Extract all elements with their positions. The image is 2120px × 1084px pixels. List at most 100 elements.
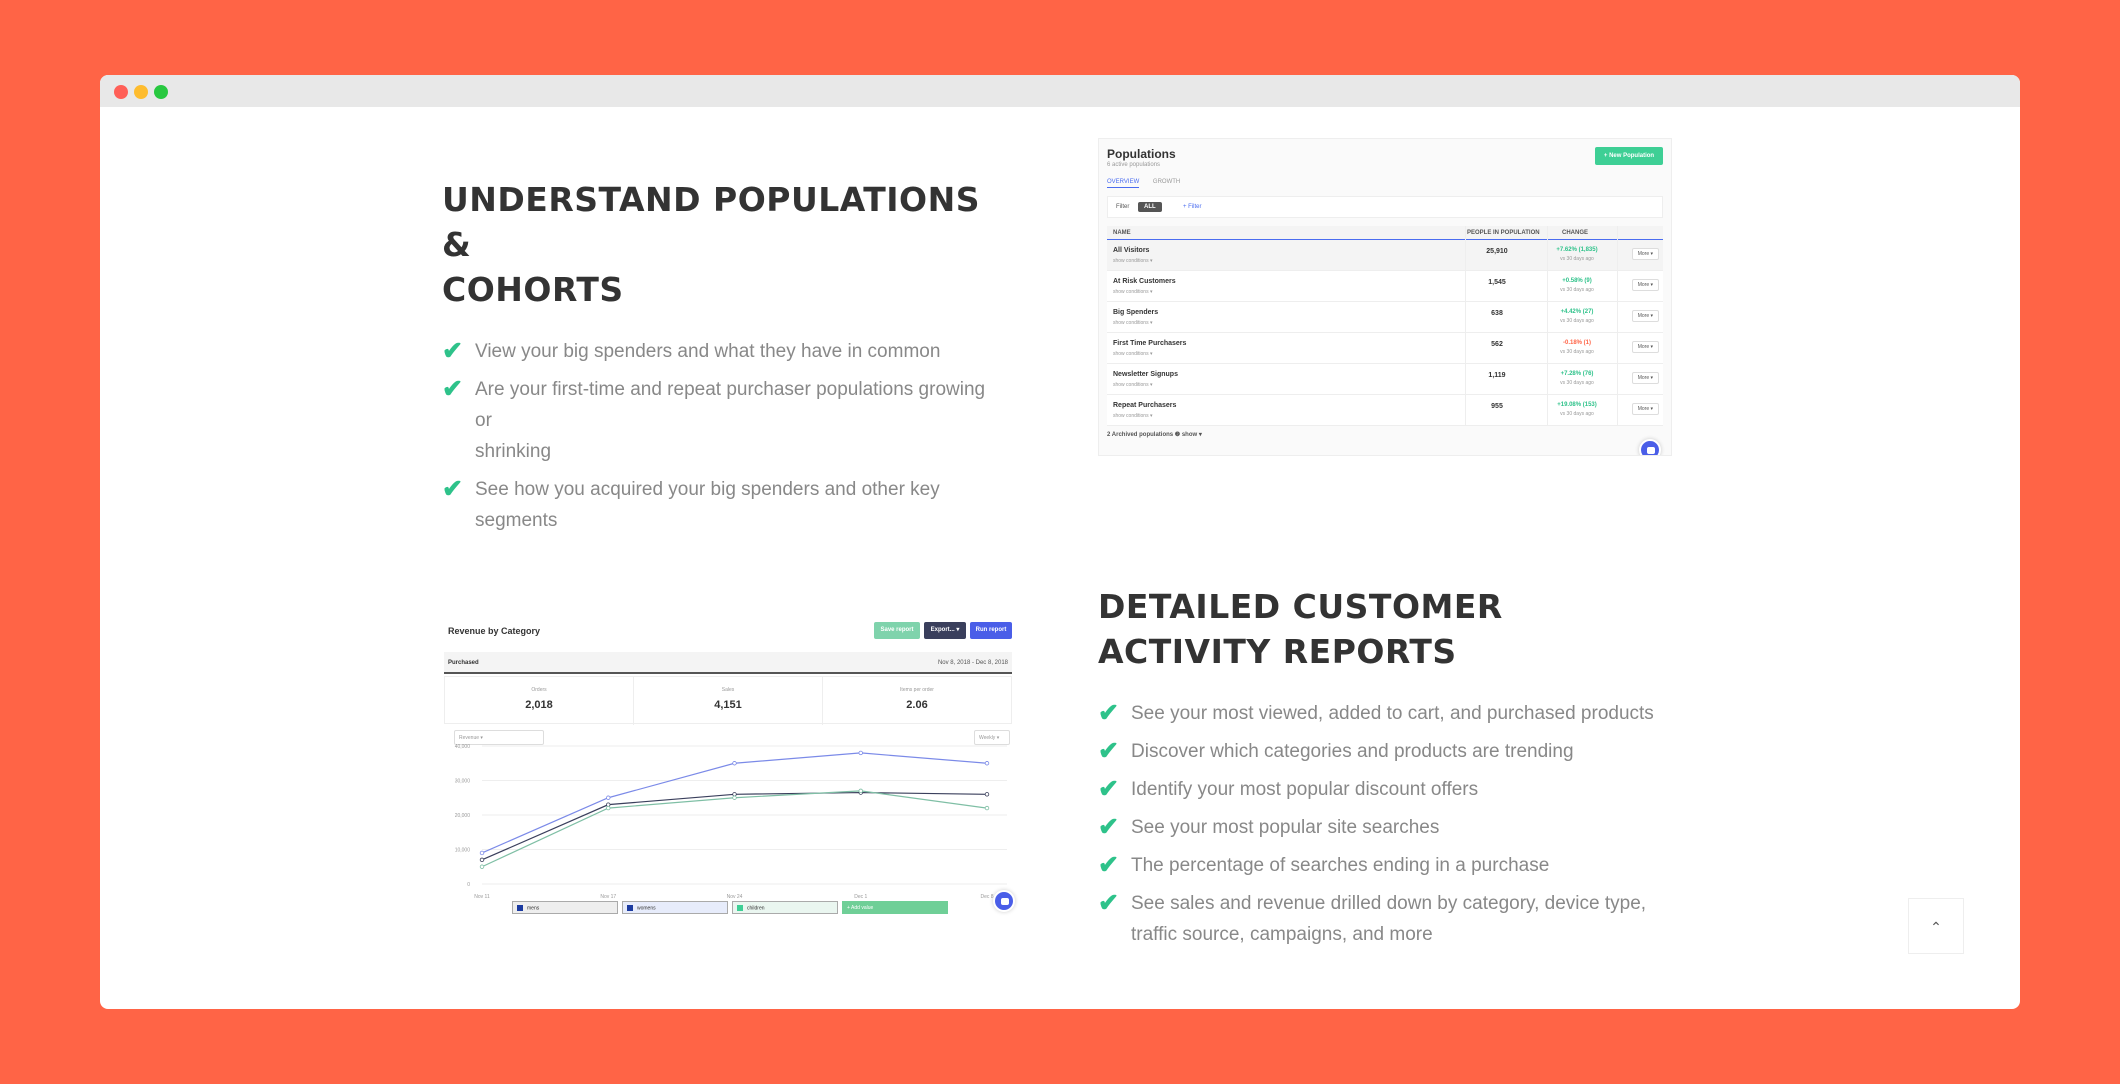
population-change: +0.58% (9)	[1562, 278, 1592, 284]
stat-label: Sales	[721, 687, 735, 693]
revenue-screenshot: Revenue by Category Save report Export..…	[442, 616, 1119, 916]
show-conditions-toggle[interactable]: show conditions ▾	[1113, 382, 1153, 388]
data-point-womens[interactable]	[858, 750, 863, 756]
x-tick-label: Nov 17	[600, 894, 616, 900]
population-count: 1,545	[1488, 279, 1506, 286]
heading-line: DETAILED CUSTOMER	[1098, 587, 1503, 626]
tab-overview[interactable]: OVERVIEW	[1107, 179, 1140, 188]
population-name[interactable]: At Risk Customers	[1113, 278, 1176, 285]
legend-label: children	[747, 905, 765, 912]
population-change: -0.18% (1)	[1562, 340, 1591, 346]
check-icon: ✔	[442, 337, 463, 365]
data-point-children[interactable]	[858, 788, 863, 794]
show-conditions-toggle[interactable]: show conditions ▾	[1113, 351, 1153, 357]
chat-icon[interactable]	[1639, 439, 1661, 455]
checkbox-icon	[627, 905, 633, 911]
table-row[interactable]: At Risk Customers show conditions ▾ 1,545 +…	[1107, 271, 1663, 302]
feature-item: ✔ The percentage of searches ending in a …	[1098, 850, 1718, 881]
new-population-button[interactable]: + New Population	[1595, 147, 1663, 165]
population-name[interactable]: First Time Purchasers	[1113, 340, 1187, 347]
close-window-button[interactable]	[114, 85, 128, 99]
export-button[interactable]: Export... ▾	[924, 622, 966, 639]
revenue-line-chart: 40,000 30,000 20,000 10,000 0 Nov 11 Nov 17 Nov…	[455, 744, 1007, 900]
feature-text: See your most viewed, added to cart, and…	[1131, 703, 1654, 724]
y-tick-label: 40,000	[455, 744, 471, 750]
interval-dropdown[interactable]: Weekly ▾	[974, 730, 1010, 745]
chat-icon[interactable]	[993, 890, 1015, 912]
legend-children[interactable]: children	[732, 901, 838, 914]
data-point-children[interactable]	[479, 864, 485, 869]
more-dropdown-button[interactable]: More ▾	[1631, 310, 1659, 322]
data-point-mens[interactable]	[984, 792, 990, 797]
data-point-womens[interactable]	[606, 795, 611, 800]
legend-mens[interactable]: mens	[512, 901, 618, 914]
populations-title: Populations	[1107, 147, 1176, 161]
stat-value: 2,018	[525, 699, 553, 711]
population-name[interactable]: Newsletter Signups	[1113, 371, 1178, 378]
data-point-children[interactable]	[984, 805, 990, 811]
population-name[interactable]: Big Spenders	[1113, 309, 1159, 316]
data-point-womens[interactable]	[732, 761, 737, 766]
archived-populations-toggle[interactable]: 2 Archived populations ❷ show ▾	[1107, 432, 1202, 438]
data-point-womens[interactable]	[984, 761, 990, 766]
population-count: 955	[1491, 403, 1503, 410]
data-point-mens[interactable]	[479, 857, 485, 863]
population-count: 638	[1491, 310, 1503, 317]
checkbox-icon	[517, 905, 523, 911]
population-name[interactable]: Repeat Purchasers	[1113, 402, 1177, 409]
data-point-children[interactable]	[732, 795, 737, 800]
date-range[interactable]: Nov 8, 2018 - Dec 8, 2018	[937, 660, 1008, 666]
table-row[interactable]: Repeat Purchasers show conditions ▾ 955 +19…	[1107, 395, 1663, 426]
filter-label: Filter	[1116, 204, 1130, 210]
change-period: vs 30 days ago	[1560, 318, 1594, 324]
show-conditions-toggle[interactable]: show conditions ▾	[1113, 320, 1153, 326]
population-name[interactable]: All Visitors	[1113, 247, 1150, 254]
table-row[interactable]: First Time Purchasers show conditions ▾ 56…	[1107, 333, 1663, 364]
show-conditions-toggle[interactable]: show conditions ▾	[1113, 258, 1153, 264]
more-dropdown-button[interactable]: More ▾	[1631, 248, 1659, 260]
column-header-change[interactable]: CHANGE	[1562, 230, 1589, 236]
x-tick-label: Dec 1	[854, 894, 867, 900]
report-bar: Purchased Nov 8, 2018 - Dec 8, 2018	[444, 652, 1012, 674]
population-count: 25,910	[1486, 248, 1508, 255]
save-report-button[interactable]: Save report	[874, 622, 920, 639]
maximize-window-button[interactable]	[154, 85, 168, 99]
tab-growth[interactable]: GROWTH	[1152, 179, 1181, 185]
x-tick-label: Nov 24	[727, 894, 743, 900]
more-dropdown-button[interactable]: More ▾	[1631, 403, 1659, 415]
column-header-name[interactable]: NAME	[1113, 230, 1131, 236]
table-row[interactable]: Big Spenders show conditions ▾ 638 +4.42% (…	[1107, 302, 1663, 333]
populations-feature-list: ✔ View your big spenders and what they ha…	[442, 336, 1002, 536]
filter-all-button[interactable]: ALL	[1138, 202, 1162, 212]
metric-dropdown[interactable]: Revenue ▾	[454, 730, 544, 745]
data-point-children[interactable]	[606, 805, 611, 811]
change-period: vs 30 days ago	[1560, 349, 1594, 355]
feature-text: Identify your most popular discount offe…	[1131, 779, 1479, 800]
feature-item: ✔ See sales and revenue drilled down by c…	[1098, 888, 1718, 919]
check-icon: ✔	[1098, 699, 1119, 727]
column-header-people[interactable]: PEOPLE IN POPULATION	[1467, 230, 1540, 236]
table-row[interactable]: Newsletter Signups show conditions ▾ 1,119…	[1107, 364, 1663, 395]
run-report-button[interactable]: Run report	[970, 622, 1012, 639]
populations-subtitle: 6 active populations	[1107, 162, 1161, 168]
add-filter-link[interactable]: + Filter	[1183, 204, 1202, 210]
scroll-to-top-button[interactable]: ⌃	[1908, 898, 1964, 954]
legend-womens[interactable]: womens	[622, 901, 728, 914]
feature-item: ✔ See how you acquired your big spenders …	[442, 474, 1002, 536]
more-dropdown-button[interactable]: More ▾	[1631, 279, 1659, 291]
show-conditions-toggle[interactable]: show conditions ▾	[1113, 413, 1153, 419]
feature-text: The percentage of searches ending in a p…	[1131, 855, 1550, 876]
populations-tabs: OVERVIEW GROWTH	[1107, 179, 1192, 188]
data-point-womens[interactable]	[479, 850, 485, 856]
more-dropdown-button[interactable]: More ▾	[1631, 341, 1659, 353]
stat-orders: Orders 2,018	[445, 677, 634, 725]
add-value-button[interactable]: + Add value	[842, 901, 948, 914]
table-row[interactable]: All Visitors show conditions ▾ 25,910 +7.62…	[1107, 240, 1663, 271]
series-line-womens	[481, 752, 988, 854]
change-period: vs 30 days ago	[1560, 287, 1594, 293]
check-icon: ✔	[1098, 737, 1119, 765]
more-dropdown-button[interactable]: More ▾	[1631, 372, 1659, 384]
stat-value: 4,151	[714, 699, 742, 711]
show-conditions-toggle[interactable]: show conditions ▾	[1113, 289, 1153, 295]
minimize-window-button[interactable]	[134, 85, 148, 99]
